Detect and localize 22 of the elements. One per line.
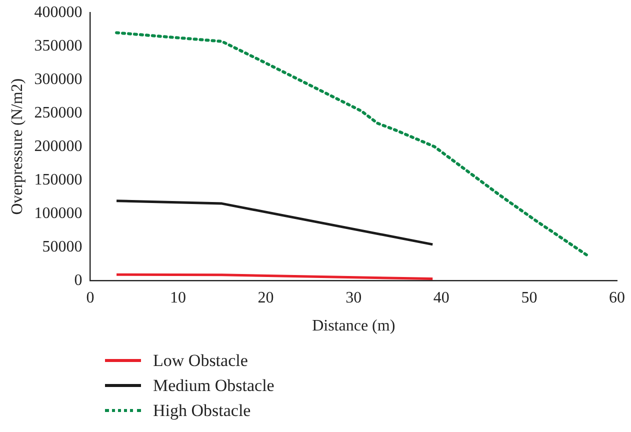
y-tick-label: 350000	[34, 37, 82, 54]
x-tick-label: 60	[609, 289, 625, 306]
y-tick-label: 400000	[34, 4, 82, 21]
legend-label: Low Obstacle	[153, 350, 248, 370]
line-series	[115, 31, 590, 258]
y-tick-label: 300000	[34, 70, 82, 88]
y-tick-label: 100000	[34, 204, 82, 222]
x-tick-label: 0	[86, 289, 94, 306]
legend-label: High Obstacle	[153, 400, 251, 420]
y-tick-label: 200000	[34, 138, 82, 155]
y-axis-title: Overpressure (N/m2)	[8, 78, 26, 215]
y-tick-label: 250000	[34, 104, 82, 122]
x-tick-label: 40	[433, 289, 450, 306]
x-tick-label: 30	[346, 289, 362, 306]
x-tick-label: 20	[258, 289, 274, 306]
x-axis-title: Distance (m)	[312, 318, 396, 335]
x-tick-label: 50	[521, 289, 538, 306]
y-tick-label: 0	[74, 272, 82, 289]
x-tick-label: 10	[170, 289, 186, 306]
y-tick-label: 150000	[34, 171, 82, 188]
y-tick-label: 50000	[42, 238, 82, 256]
legend-label: Medium Obstacle	[153, 376, 274, 396]
